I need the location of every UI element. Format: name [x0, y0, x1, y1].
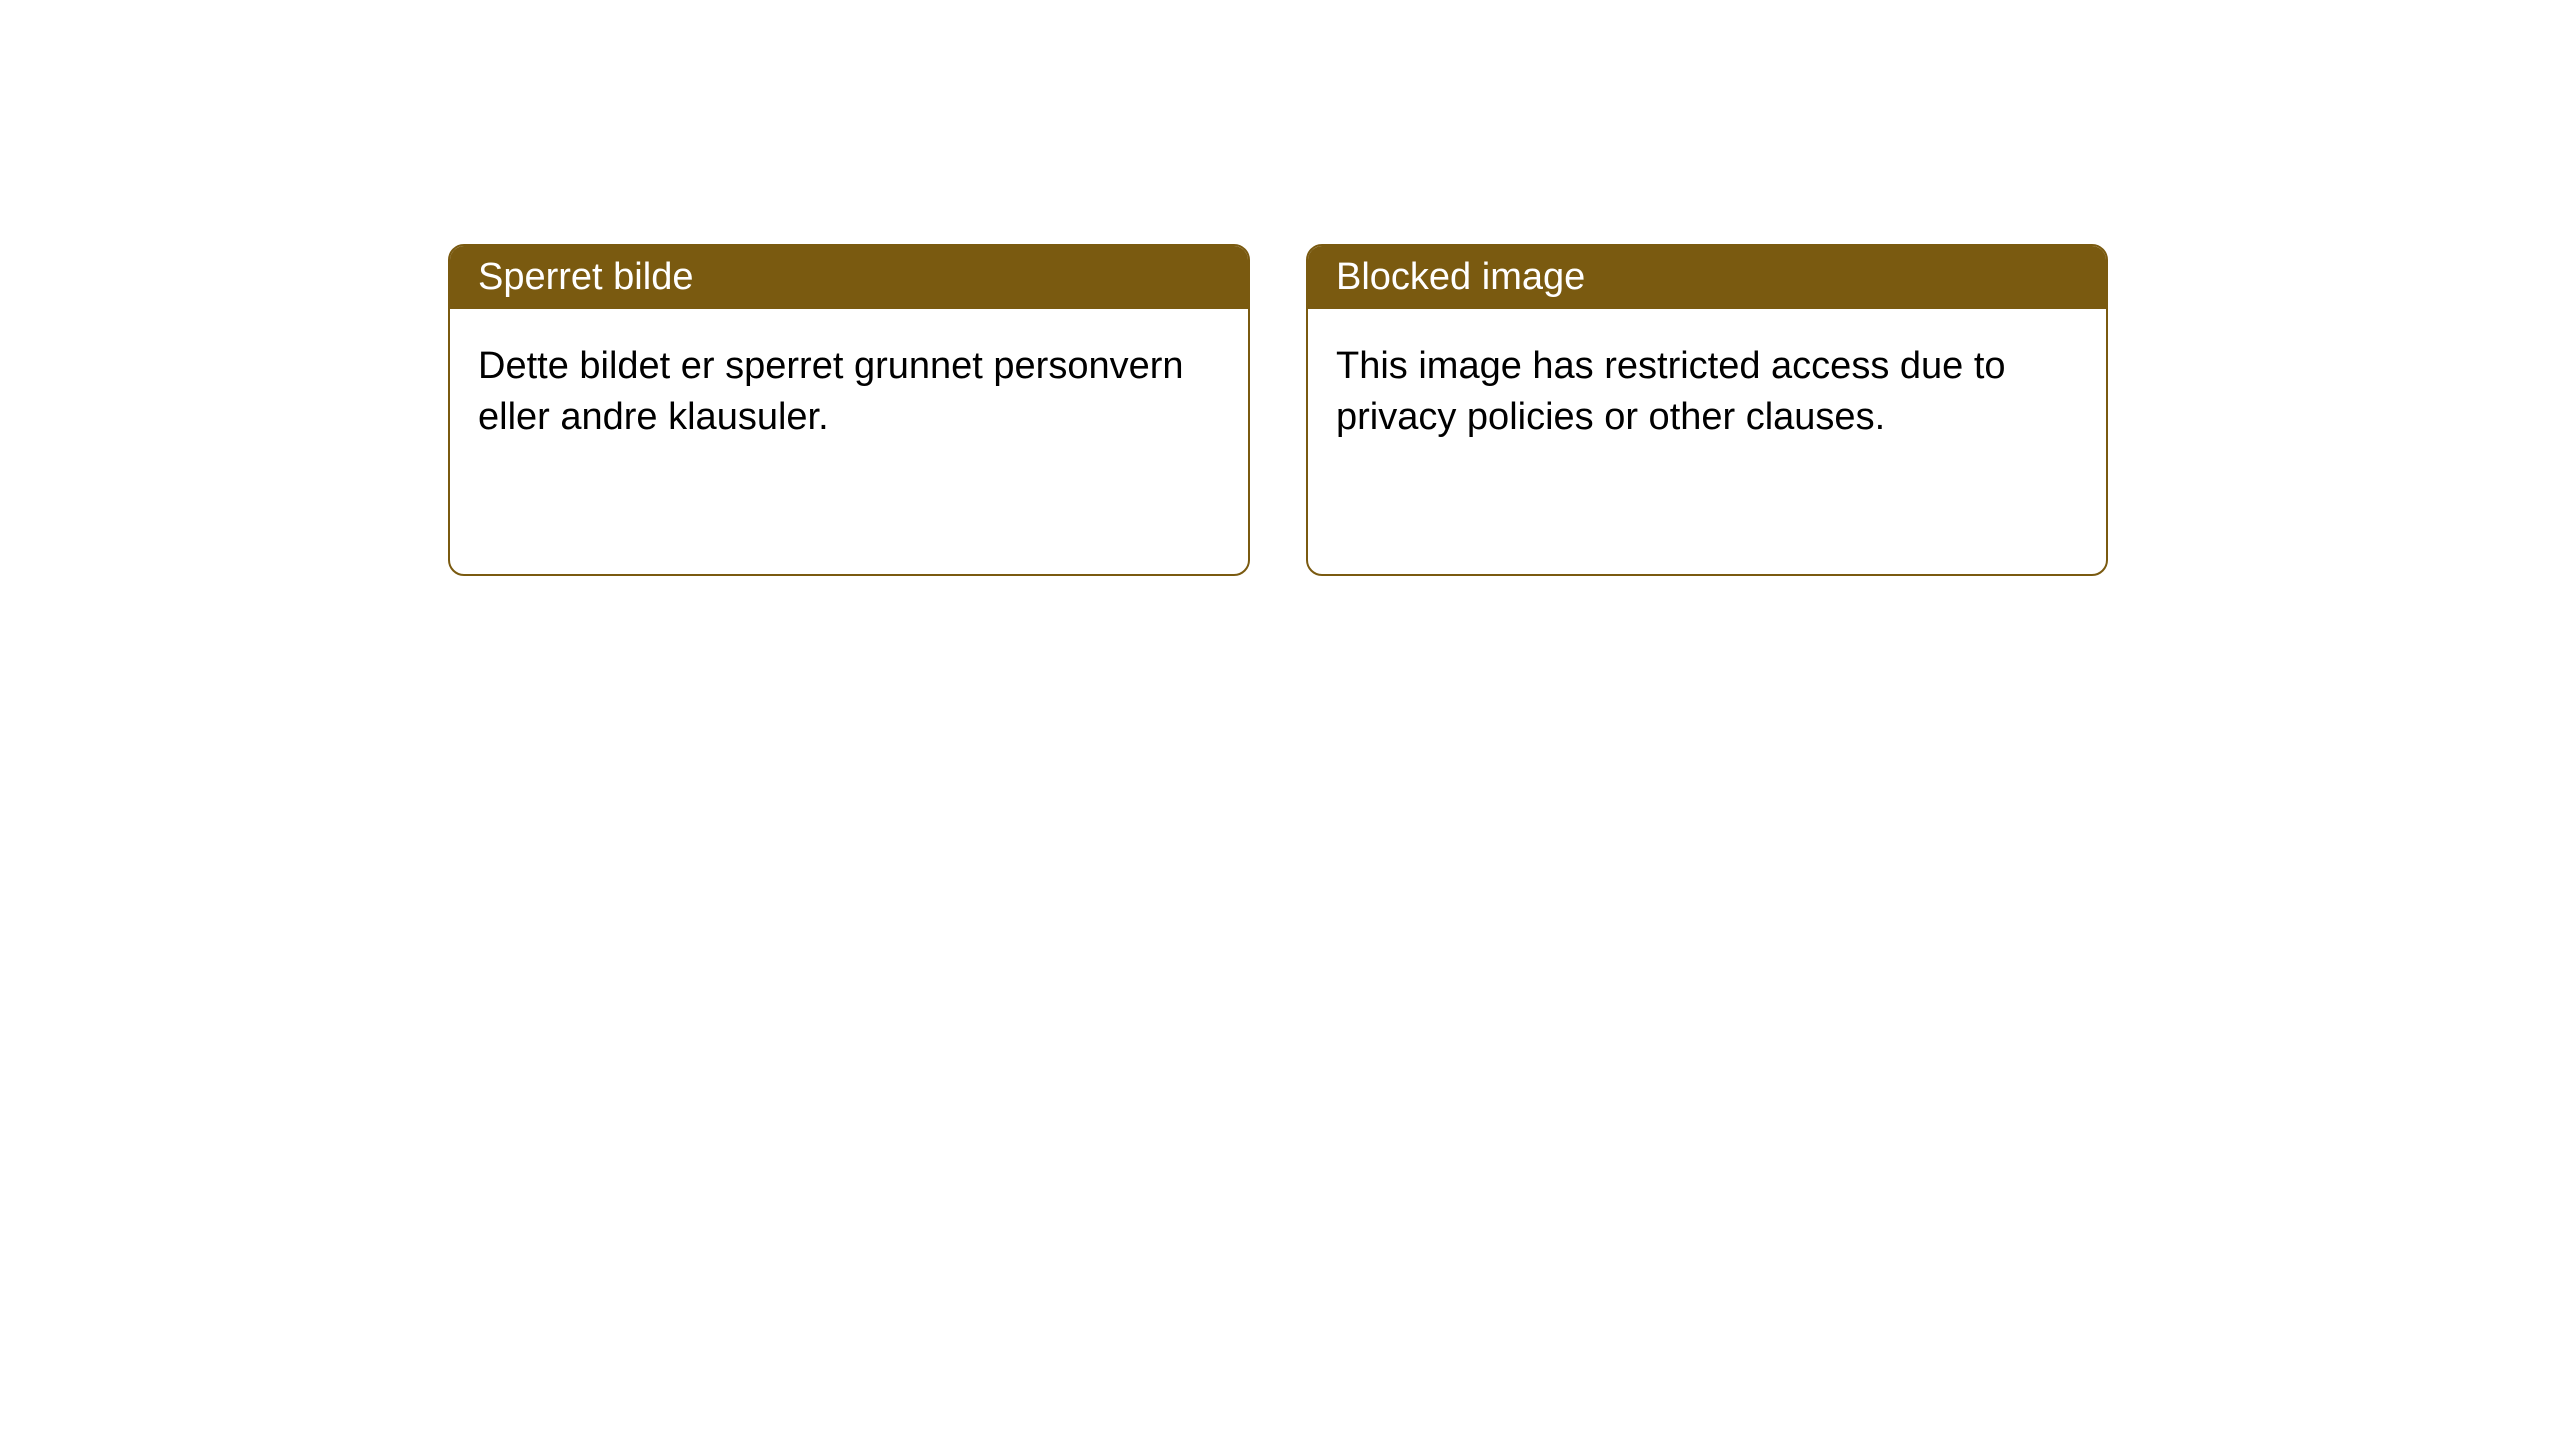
notice-header: Blocked image — [1308, 246, 2106, 309]
notice-body: Dette bildet er sperret grunnet personve… — [450, 309, 1248, 476]
notice-card-english: Blocked image This image has restricted … — [1306, 244, 2108, 576]
notice-card-norwegian: Sperret bilde Dette bildet er sperret gr… — [448, 244, 1250, 576]
notice-container: Sperret bilde Dette bildet er sperret gr… — [0, 0, 2560, 576]
notice-body: This image has restricted access due to … — [1308, 309, 2106, 476]
notice-header: Sperret bilde — [450, 246, 1248, 309]
